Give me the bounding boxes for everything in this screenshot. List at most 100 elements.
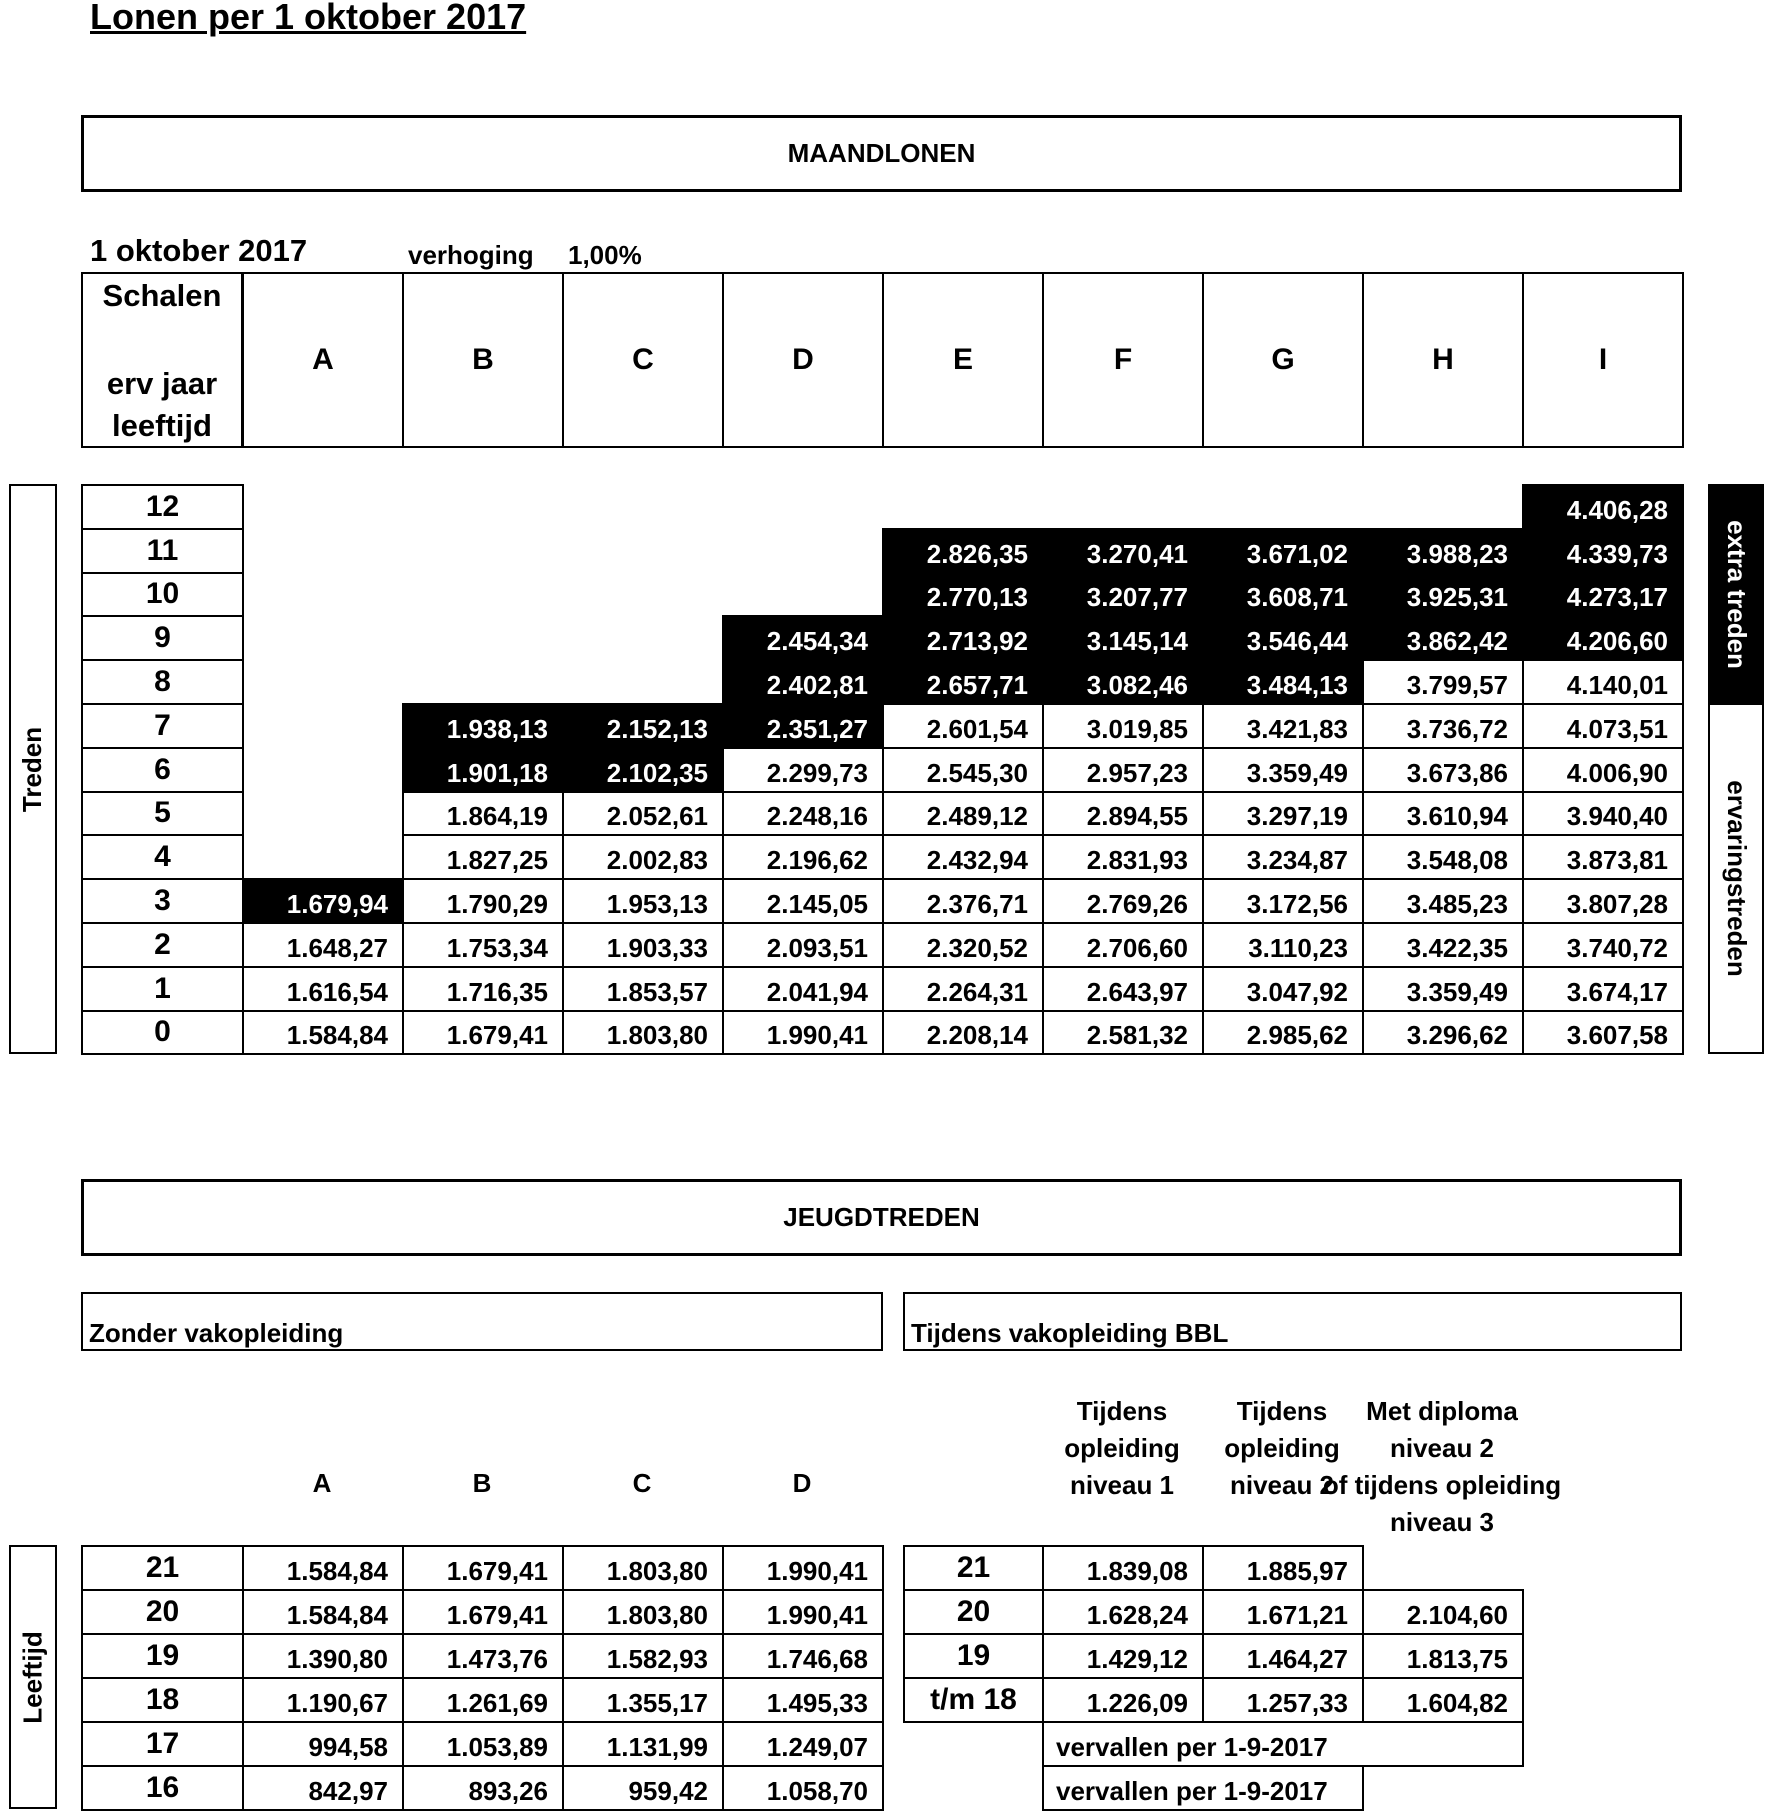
- tijdens-column-header-line: niveau 3: [1389, 1507, 1495, 1537]
- salary-cell: 1.716,35: [402, 965, 564, 1012]
- salary-cell: 2.601,54: [882, 703, 1044, 749]
- salary-cell: 1.679,94: [242, 878, 404, 924]
- column-header-f: F: [1042, 272, 1204, 448]
- leeftijd-text: Leeftijd: [17, 1630, 48, 1724]
- age-label: 17: [81, 1721, 244, 1767]
- salary-cell: 4.206,60: [1522, 615, 1684, 662]
- trede-label: 12: [81, 484, 244, 530]
- salary-cell: 4.140,01: [1522, 659, 1684, 705]
- treden-side-label: Treden: [9, 484, 57, 1054]
- salary-cell: 3.110,23: [1202, 922, 1364, 968]
- treden-text: Treden: [17, 726, 48, 812]
- salary-cell: 2.545,30: [882, 746, 1044, 793]
- bbl-salary-cell: 1.257,33: [1202, 1677, 1364, 1723]
- expired-note-16: vervallen per 1-9-2017: [1042, 1765, 1364, 1811]
- maandlonen-heading-text: MAANDLONEN: [787, 138, 976, 168]
- salary-cell: 1.584,84: [242, 1009, 404, 1056]
- date-label: 1 oktober 2017: [90, 233, 308, 268]
- salary-cell: 2.454,34: [722, 615, 884, 662]
- age-label: 20: [81, 1589, 244, 1635]
- youth-salary-cell: 1.261,69: [402, 1677, 564, 1723]
- trede-label: 3: [81, 878, 244, 924]
- trede-label: 11: [81, 527, 244, 574]
- header-label-cell: Schalen erv jaar leeftijd: [81, 272, 243, 448]
- increase-label: verhoging: [408, 240, 534, 270]
- expired-note-17: vervallen per 1-9-2017: [1042, 1721, 1524, 1767]
- age-label: 16: [81, 1765, 244, 1811]
- salary-cell: 2.826,35: [882, 527, 1044, 574]
- header-leeftijd: leeftijd: [112, 408, 212, 443]
- bbl-salary-cell: 1.429,12: [1042, 1633, 1204, 1679]
- header-erv-jaar: erv jaar: [106, 366, 218, 401]
- maandlonen-heading: MAANDLONEN: [81, 115, 1682, 192]
- salary-cell: 3.297,19: [1202, 790, 1364, 837]
- salary-cell: 2.264,31: [882, 965, 1044, 1012]
- zonder-vakopleiding-box: Zonder vakopleiding: [81, 1292, 883, 1351]
- jeugdtreden-heading: JEUGDTREDEN: [81, 1179, 1682, 1256]
- salary-cell: 1.648,27: [242, 922, 404, 968]
- youth-salary-cell: 1.990,41: [722, 1545, 884, 1591]
- salary-cell: 2.041,94: [722, 965, 884, 1012]
- column-header-b: B: [402, 272, 564, 448]
- zonder-column-header-b: B: [472, 1468, 492, 1498]
- tijdens-column-header-line: Tijdens: [1236, 1396, 1328, 1426]
- salary-cell: 3.940,40: [1522, 790, 1684, 837]
- salary-cell: 3.862,42: [1362, 615, 1524, 662]
- salary-cell: 1.803,80: [562, 1009, 724, 1056]
- salary-cell: 4.406,28: [1522, 484, 1684, 530]
- youth-salary-cell: 1.679,41: [402, 1545, 564, 1591]
- salary-cell: 2.706,60: [1042, 922, 1204, 968]
- salary-cell: 1.938,13: [402, 703, 564, 749]
- leeftijd-side-label: Leeftijd: [9, 1545, 57, 1809]
- salary-cell: 2.320,52: [882, 922, 1044, 968]
- zonder-vakopleiding-title: Zonder vakopleiding: [89, 1318, 344, 1348]
- salary-cell: 3.548,08: [1362, 834, 1524, 881]
- youth-salary-cell: 959,42: [562, 1765, 724, 1811]
- salary-cell: 2.432,94: [882, 834, 1044, 881]
- youth-salary-cell: 1.390,80: [242, 1633, 404, 1679]
- salary-cell: 4.006,90: [1522, 746, 1684, 793]
- salary-cell: 3.873,81: [1522, 834, 1684, 881]
- salary-cell: 4.339,73: [1522, 527, 1684, 574]
- tijdens-column-header-line: opleiding: [1064, 1433, 1180, 1463]
- salary-cell: 3.047,92: [1202, 965, 1364, 1012]
- jeugdtreden-heading-text: JEUGDTREDEN: [783, 1202, 980, 1232]
- trede-label: 9: [81, 615, 244, 662]
- salary-cell: 3.234,87: [1202, 834, 1364, 881]
- salary-cell: 1.990,41: [722, 1009, 884, 1056]
- salary-cell: 3.807,28: [1522, 878, 1684, 924]
- youth-salary-cell: 994,58: [242, 1721, 404, 1767]
- ervaringstreden-side-label: ervaringstreden: [1708, 703, 1764, 1054]
- bbl-salary-cell: 1.671,21: [1202, 1589, 1364, 1635]
- salary-cell: 3.359,49: [1202, 746, 1364, 793]
- trede-label: 10: [81, 571, 244, 618]
- salary-cell: 3.674,17: [1522, 965, 1684, 1012]
- salary-cell: 2.831,93: [1042, 834, 1204, 881]
- tijdens-column-header-line: opleiding: [1224, 1433, 1340, 1463]
- bbl-salary-cell: 1.839,08: [1042, 1545, 1204, 1591]
- salary-cell: 1.616,54: [242, 965, 404, 1012]
- youth-salary-cell: 1.803,80: [562, 1589, 724, 1635]
- youth-salary-cell: 1.679,41: [402, 1589, 564, 1635]
- trede-label: 1: [81, 965, 244, 1012]
- salary-cell: 2.152,13: [562, 703, 724, 749]
- youth-salary-cell: 1.584,84: [242, 1545, 404, 1591]
- salary-cell: 3.359,49: [1362, 965, 1524, 1012]
- youth-salary-cell: 1.355,17: [562, 1677, 724, 1723]
- salary-cell: 2.102,35: [562, 746, 724, 793]
- salary-cell: 3.546,44: [1202, 615, 1364, 662]
- zonder-column-header-c: C: [632, 1468, 652, 1498]
- salary-cell: 2.769,26: [1042, 878, 1204, 924]
- trede-label: 4: [81, 834, 244, 881]
- trede-label: 0: [81, 1009, 244, 1056]
- bbl-salary-cell: 1.628,24: [1042, 1589, 1204, 1635]
- salary-cell: 2.376,71: [882, 878, 1044, 924]
- bbl-salary-cell: 1.604,82: [1362, 1677, 1524, 1723]
- tijdens-column-header-line: Met diploma niveau 2: [1366, 1396, 1518, 1463]
- salary-cell: 1.953,13: [562, 878, 724, 924]
- youth-salary-cell: 1.495,33: [722, 1677, 884, 1723]
- column-header-a: A: [242, 272, 404, 448]
- bbl-salary-cell: 2.104,60: [1362, 1589, 1524, 1635]
- salary-cell: 3.421,83: [1202, 703, 1364, 749]
- bbl-salary-cell: 1.885,97: [1202, 1545, 1364, 1591]
